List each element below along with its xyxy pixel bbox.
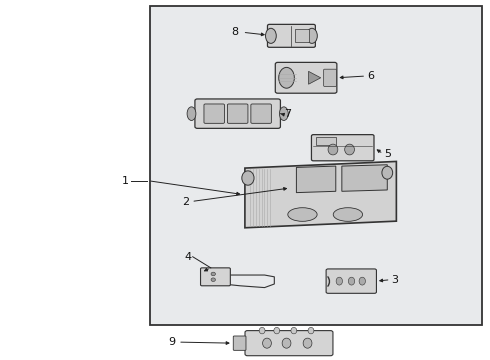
FancyBboxPatch shape <box>200 268 230 286</box>
FancyBboxPatch shape <box>204 104 224 123</box>
FancyBboxPatch shape <box>195 99 280 129</box>
Ellipse shape <box>333 208 363 221</box>
FancyBboxPatch shape <box>251 104 271 123</box>
Ellipse shape <box>344 144 354 155</box>
Ellipse shape <box>359 277 366 285</box>
Ellipse shape <box>307 28 318 43</box>
Ellipse shape <box>288 208 317 221</box>
Ellipse shape <box>308 327 314 334</box>
Text: 6: 6 <box>367 71 374 81</box>
Bar <box>150 6 482 325</box>
FancyBboxPatch shape <box>312 135 374 161</box>
Ellipse shape <box>263 338 271 348</box>
Text: 2: 2 <box>182 197 189 207</box>
Ellipse shape <box>259 327 265 334</box>
Ellipse shape <box>211 272 216 276</box>
Ellipse shape <box>336 277 343 285</box>
Text: 9: 9 <box>169 337 175 347</box>
Text: 5: 5 <box>384 149 391 159</box>
FancyBboxPatch shape <box>326 269 376 293</box>
Ellipse shape <box>282 338 291 348</box>
FancyBboxPatch shape <box>245 330 333 356</box>
Text: 1: 1 <box>122 176 129 186</box>
FancyBboxPatch shape <box>275 62 337 93</box>
Ellipse shape <box>328 144 338 155</box>
Ellipse shape <box>211 278 216 282</box>
Text: 8: 8 <box>231 27 239 37</box>
FancyBboxPatch shape <box>233 336 246 350</box>
Text: 4: 4 <box>184 252 191 262</box>
Bar <box>295 30 309 42</box>
Ellipse shape <box>279 67 294 88</box>
Text: 7: 7 <box>284 109 291 120</box>
Ellipse shape <box>303 338 312 348</box>
Ellipse shape <box>348 277 355 285</box>
Ellipse shape <box>187 107 196 121</box>
Ellipse shape <box>382 166 392 179</box>
Polygon shape <box>245 161 396 228</box>
FancyBboxPatch shape <box>268 24 316 47</box>
Ellipse shape <box>274 327 280 334</box>
Ellipse shape <box>279 107 288 121</box>
FancyBboxPatch shape <box>227 104 248 123</box>
Text: 3: 3 <box>392 275 398 285</box>
Bar <box>316 137 336 145</box>
Ellipse shape <box>291 327 297 334</box>
Polygon shape <box>296 166 336 193</box>
Ellipse shape <box>242 171 254 185</box>
FancyBboxPatch shape <box>324 69 336 86</box>
Polygon shape <box>342 165 387 191</box>
Ellipse shape <box>266 28 276 43</box>
Polygon shape <box>309 71 321 84</box>
